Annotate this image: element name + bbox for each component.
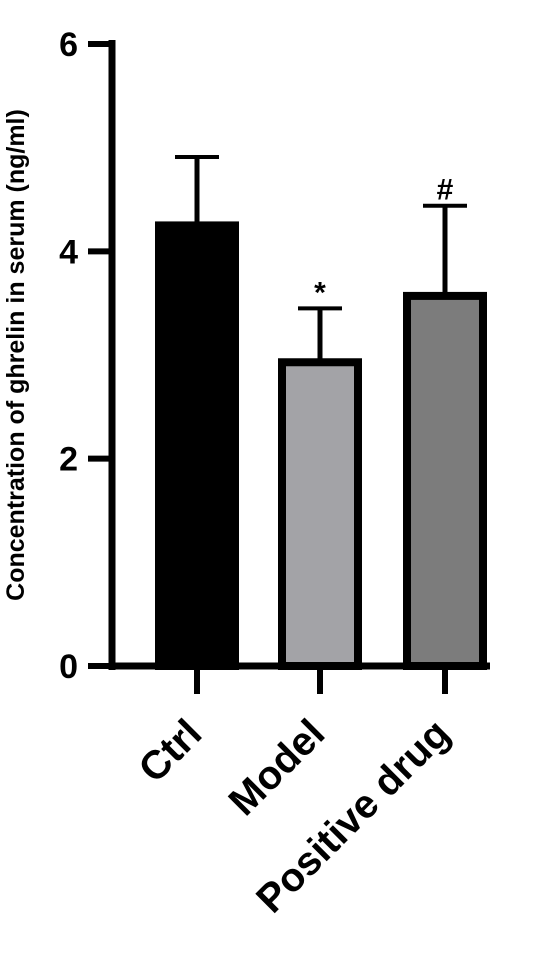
y-tick-label: 6 (59, 26, 78, 64)
x-tick-label: Model (221, 711, 334, 824)
x-tick-label: Ctrl (131, 711, 211, 791)
y-tick-label: 4 (59, 233, 78, 271)
significance-mark: # (437, 174, 454, 207)
bar (403, 291, 487, 670)
y-tick-label: 2 (59, 441, 78, 479)
bars: *# (155, 154, 487, 671)
bar (155, 221, 239, 671)
significance-mark: * (314, 276, 326, 309)
y-axis: 0 2 4 6 (59, 26, 116, 686)
bar (278, 358, 362, 670)
y-tick-label: 0 (59, 648, 78, 686)
y-axis-label: Concentration of ghrelin in serum (ng/ml… (2, 109, 30, 601)
